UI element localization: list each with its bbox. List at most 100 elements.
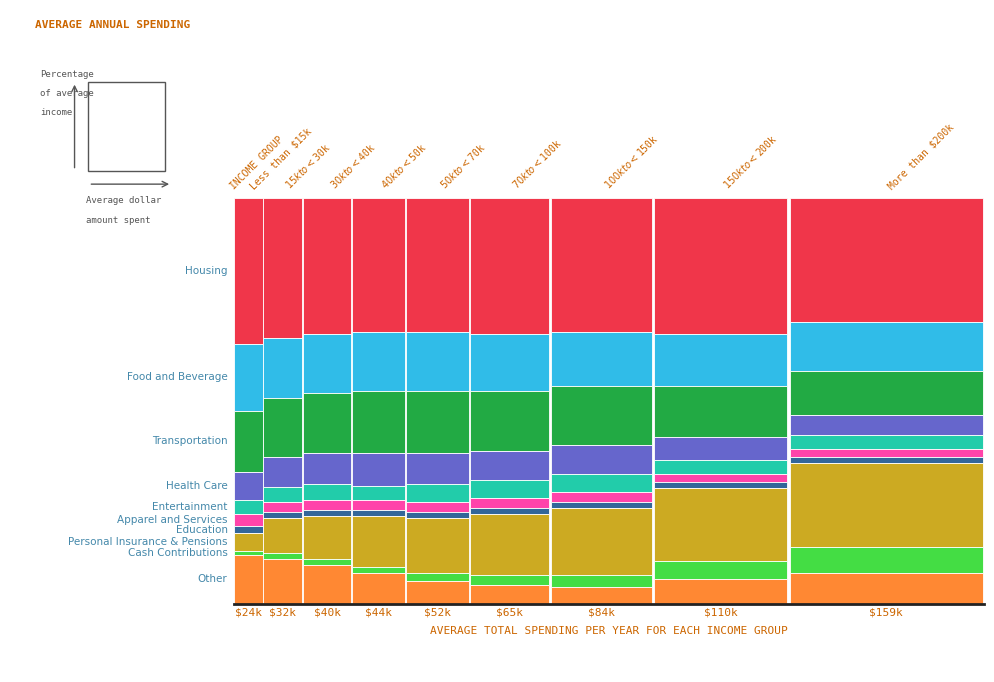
Text: Education: Education — [176, 524, 228, 535]
Bar — [470, 198, 549, 333]
Bar — [234, 344, 262, 411]
Bar — [303, 484, 351, 500]
Bar — [654, 387, 787, 437]
Bar — [790, 548, 983, 574]
Text: $30k to <$40k: $30k to <$40k — [327, 140, 378, 191]
Bar — [407, 581, 469, 604]
Bar — [790, 463, 983, 548]
Bar — [407, 518, 469, 573]
Text: Transportation: Transportation — [152, 436, 228, 446]
Bar — [790, 323, 983, 370]
Bar — [352, 573, 406, 604]
Bar — [352, 510, 406, 516]
Text: $70k to <$100k: $70k to <$100k — [510, 136, 565, 191]
Bar — [654, 198, 787, 333]
Bar — [654, 561, 787, 579]
Bar — [352, 516, 406, 567]
Bar — [263, 457, 302, 488]
Bar — [352, 198, 406, 331]
Text: Percentage: Percentage — [40, 70, 93, 79]
Bar — [234, 555, 262, 604]
Text: of average: of average — [40, 89, 93, 98]
Text: $40k to <$50k: $40k to <$50k — [379, 140, 429, 191]
Bar — [551, 575, 652, 587]
Bar — [263, 518, 302, 552]
Bar — [263, 338, 302, 398]
Text: Cash Contributions: Cash Contributions — [127, 548, 228, 558]
Bar — [551, 474, 652, 492]
Bar — [303, 516, 351, 559]
Bar — [303, 500, 351, 510]
Bar — [551, 502, 652, 508]
Text: AVERAGE ANNUAL SPENDING: AVERAGE ANNUAL SPENDING — [35, 20, 190, 31]
Bar — [551, 587, 652, 604]
Bar — [654, 437, 787, 460]
Bar — [263, 559, 302, 604]
Bar — [551, 445, 652, 474]
Bar — [263, 488, 302, 502]
Bar — [407, 573, 469, 581]
Text: Less than $15k: Less than $15k — [248, 125, 313, 191]
Bar — [303, 454, 351, 484]
Bar — [234, 514, 262, 527]
Bar — [234, 533, 262, 551]
Bar — [470, 333, 549, 391]
Bar — [303, 559, 351, 565]
Text: $100k to <$150k: $100k to <$150k — [601, 132, 660, 191]
Bar — [654, 488, 787, 561]
Bar — [790, 415, 983, 435]
Text: INCOME GROUP: INCOME GROUP — [229, 134, 285, 191]
Bar — [234, 411, 262, 472]
Bar — [470, 480, 549, 498]
Text: $50k to <$70k: $50k to <$70k — [437, 140, 488, 191]
Bar — [407, 331, 469, 391]
Text: amount spent: amount spent — [85, 216, 150, 225]
Bar — [234, 551, 262, 555]
Text: Average dollar: Average dollar — [85, 196, 161, 205]
Text: More than $200k: More than $200k — [887, 121, 955, 191]
Bar — [352, 486, 406, 500]
Bar — [234, 472, 262, 500]
Text: Food and Beverage: Food and Beverage — [127, 372, 228, 383]
Bar — [263, 512, 302, 518]
Bar — [790, 370, 983, 415]
Text: $150k to <$200k: $150k to <$200k — [721, 132, 779, 191]
Bar — [551, 492, 652, 502]
Bar — [551, 331, 652, 387]
Bar — [352, 500, 406, 510]
Bar — [303, 393, 351, 454]
Bar — [407, 502, 469, 512]
Text: income: income — [40, 108, 72, 117]
Bar — [790, 198, 983, 323]
Bar — [790, 574, 983, 604]
Bar — [303, 333, 351, 393]
Bar — [470, 508, 549, 514]
Bar — [234, 198, 262, 344]
Bar — [407, 391, 469, 454]
Text: Health Care: Health Care — [166, 481, 228, 491]
Bar — [352, 331, 406, 391]
X-axis label: AVERAGE TOTAL SPENDING PER YEAR FOR EACH INCOME GROUP: AVERAGE TOTAL SPENDING PER YEAR FOR EACH… — [430, 626, 787, 636]
Bar — [263, 398, 302, 457]
Bar — [407, 484, 469, 502]
Bar — [470, 451, 549, 480]
Bar — [407, 198, 469, 331]
Bar — [654, 579, 787, 604]
Bar — [303, 198, 351, 333]
Bar — [654, 481, 787, 488]
Bar — [352, 567, 406, 573]
Bar — [790, 435, 983, 449]
Bar — [470, 585, 549, 604]
Bar — [263, 552, 302, 559]
Bar — [352, 391, 406, 454]
Bar — [234, 500, 262, 514]
Bar — [551, 198, 652, 331]
Bar — [654, 460, 787, 474]
Bar — [470, 391, 549, 451]
Bar — [470, 575, 549, 585]
Text: Entertainment: Entertainment — [152, 502, 228, 512]
Bar — [234, 527, 262, 533]
Text: Personal Insurance & Pensions: Personal Insurance & Pensions — [68, 537, 228, 547]
Bar — [88, 82, 165, 170]
Bar — [352, 454, 406, 486]
